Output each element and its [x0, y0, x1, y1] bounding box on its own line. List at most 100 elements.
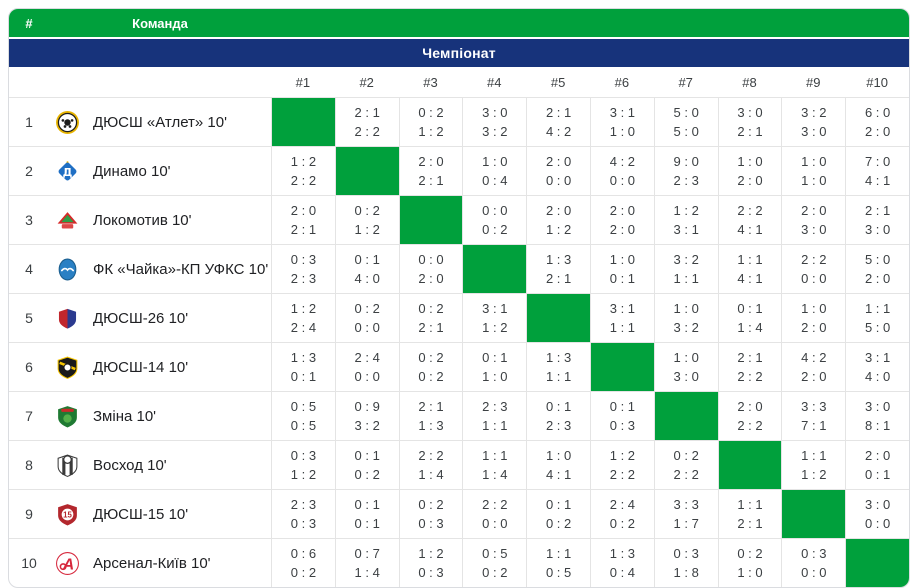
match-score-cell[interactable]: 1 : 0 0 : 1 [589, 245, 654, 293]
match-score-cell[interactable]: 0 : 1 0 : 2 [334, 441, 399, 489]
match-score-cell[interactable]: 2 : 1 3 : 0 [845, 196, 909, 244]
match-score-cell[interactable]: 2 : 2 0 : 0 [462, 490, 526, 538]
match-score-cell[interactable]: 1 : 0 4 : 1 [526, 441, 590, 489]
match-score-cell[interactable]: 2 : 2 0 : 0 [781, 245, 845, 293]
match-score-cell[interactable]: 3 : 0 2 : 1 [717, 98, 782, 146]
match-score-cell[interactable]: 2 : 1 1 : 3 [398, 392, 463, 440]
match-score-cell[interactable]: 2 : 1 2 : 2 [334, 98, 399, 146]
match-score-cell[interactable]: 1 : 2 0 : 3 [398, 539, 463, 587]
team-name[interactable]: Локомотив 10' [93, 211, 192, 229]
match-score-cell[interactable]: 0 : 2 0 : 2 [398, 343, 463, 391]
match-score-cell[interactable]: 1 : 0 0 : 4 [462, 147, 526, 195]
match-score-cell[interactable]: 1 : 2 2 : 2 [589, 441, 654, 489]
match-score-cell[interactable]: 6 : 0 2 : 0 [845, 98, 909, 146]
match-score-cell[interactable]: 0 : 2 1 : 2 [398, 98, 463, 146]
match-score-cell[interactable]: 1 : 0 2 : 0 [717, 147, 782, 195]
team-name[interactable]: Восход 10' [93, 456, 167, 474]
match-score-cell[interactable]: 0 : 2 1 : 2 [334, 196, 399, 244]
match-score-cell[interactable]: 0 : 2 0 : 0 [334, 294, 399, 342]
match-score-cell[interactable]: 0 : 0 2 : 0 [398, 245, 463, 293]
match-score-cell[interactable]: 3 : 1 1 : 1 [589, 294, 654, 342]
match-score-cell[interactable]: 3 : 1 1 : 0 [589, 98, 654, 146]
match-score-cell[interactable]: 1 : 0 3 : 2 [653, 294, 718, 342]
match-score-cell[interactable]: 3 : 3 7 : 1 [781, 392, 845, 440]
match-score-cell[interactable]: 3 : 0 8 : 1 [845, 392, 909, 440]
match-score-cell[interactable]: 2 : 0 1 : 2 [526, 196, 590, 244]
match-score-cell[interactable]: 2 : 3 1 : 1 [462, 392, 526, 440]
match-score-cell[interactable]: 2 : 2 4 : 1 [717, 196, 782, 244]
match-score-cell[interactable]: 2 : 0 3 : 0 [781, 196, 845, 244]
match-score-cell[interactable]: 3 : 3 1 : 7 [653, 490, 718, 538]
match-score-cell[interactable]: 0 : 6 0 : 2 [271, 539, 335, 587]
match-score-cell[interactable]: 0 : 2 2 : 1 [398, 294, 463, 342]
match-score-cell[interactable]: 1 : 1 0 : 5 [526, 539, 590, 587]
match-score-cell[interactable]: 0 : 3 0 : 0 [781, 539, 845, 587]
match-score-cell[interactable]: 2 : 4 0 : 2 [589, 490, 654, 538]
team-name[interactable]: Динамо 10' [93, 162, 171, 180]
match-score-cell[interactable]: 0 : 2 1 : 0 [717, 539, 782, 587]
match-score-cell[interactable]: 2 : 0 2 : 2 [717, 392, 782, 440]
match-score-cell[interactable]: 0 : 2 0 : 3 [398, 490, 463, 538]
match-score-cell[interactable]: 1 : 1 5 : 0 [845, 294, 909, 342]
match-score-cell[interactable]: 2 : 1 2 : 2 [717, 343, 782, 391]
match-score-cell[interactable]: 0 : 1 0 : 3 [589, 392, 654, 440]
match-score-cell[interactable]: 1 : 0 2 : 0 [781, 294, 845, 342]
match-score-cell[interactable]: 2 : 2 1 : 4 [398, 441, 463, 489]
match-score-cell[interactable]: 1 : 3 0 : 4 [589, 539, 654, 587]
match-score-cell[interactable]: 2 : 0 0 : 1 [845, 441, 909, 489]
match-score-cell[interactable]: 0 : 1 0 : 1 [334, 490, 399, 538]
match-score-cell[interactable]: 3 : 2 3 : 0 [781, 98, 845, 146]
match-score-cell[interactable]: 1 : 3 2 : 1 [526, 245, 590, 293]
team-name[interactable]: ДЮСШ-15 10' [93, 505, 189, 523]
match-score-cell[interactable]: 1 : 2 3 : 1 [653, 196, 718, 244]
team-name[interactable]: ДЮСШ-14 10' [93, 358, 189, 376]
match-score-cell[interactable]: 0 : 5 0 : 2 [462, 539, 526, 587]
match-score-cell[interactable]: 1 : 0 3 : 0 [653, 343, 718, 391]
match-score-cell[interactable]: 0 : 1 1 : 0 [462, 343, 526, 391]
match-score-cell[interactable]: 9 : 0 2 : 3 [653, 147, 718, 195]
match-score-cell[interactable]: 1 : 0 1 : 0 [781, 147, 845, 195]
match-score-cell[interactable]: 0 : 0 0 : 2 [462, 196, 526, 244]
match-score-cell[interactable]: 3 : 0 3 : 2 [462, 98, 526, 146]
match-score-cell[interactable]: 0 : 9 3 : 2 [334, 392, 399, 440]
team-name[interactable]: ДЮСШ-26 10' [93, 309, 189, 327]
match-score-cell[interactable]: 0 : 2 2 : 2 [653, 441, 718, 489]
match-score-cell[interactable]: 3 : 2 1 : 1 [653, 245, 718, 293]
match-score-cell[interactable]: 3 : 1 4 : 0 [845, 343, 909, 391]
match-score-cell[interactable]: 1 : 1 4 : 1 [717, 245, 782, 293]
match-score-cell[interactable]: 0 : 1 0 : 2 [526, 490, 590, 538]
match-score-cell[interactable]: 4 : 2 0 : 0 [589, 147, 654, 195]
match-score-cell[interactable]: 5 : 0 2 : 0 [845, 245, 909, 293]
match-score-cell[interactable]: 7 : 0 4 : 1 [845, 147, 909, 195]
match-score-cell[interactable]: 2 : 3 0 : 3 [271, 490, 335, 538]
match-score-cell[interactable]: 0 : 1 1 : 4 [717, 294, 782, 342]
team-name[interactable]: ДЮСШ «Атлет» 10' [93, 113, 227, 131]
match-score-cell[interactable]: 5 : 0 5 : 0 [653, 98, 718, 146]
match-score-cell[interactable]: 2 : 0 0 : 0 [526, 147, 590, 195]
match-score-cell[interactable]: 1 : 2 2 : 2 [271, 147, 335, 195]
match-score-cell[interactable]: 2 : 0 2 : 1 [271, 196, 335, 244]
team-name[interactable]: ФК «Чайка»-КП УФКС 10' [93, 260, 269, 278]
match-score-cell[interactable]: 1 : 1 1 : 4 [462, 441, 526, 489]
match-score-cell[interactable]: 1 : 1 2 : 1 [717, 490, 782, 538]
match-score-cell[interactable]: 0 : 3 1 : 8 [653, 539, 718, 587]
match-score-cell[interactable]: 2 : 1 4 : 2 [526, 98, 590, 146]
match-score-cell[interactable]: 3 : 1 1 : 2 [462, 294, 526, 342]
match-score-cell[interactable]: 1 : 1 1 : 2 [781, 441, 845, 489]
match-score-cell[interactable]: 2 : 4 0 : 0 [334, 343, 399, 391]
match-score-cell[interactable]: 0 : 1 4 : 0 [334, 245, 399, 293]
match-score-cell[interactable]: 2 : 0 2 : 0 [589, 196, 654, 244]
match-score-cell[interactable]: 0 : 1 2 : 3 [526, 392, 590, 440]
match-score-cell[interactable]: 1 : 2 2 : 4 [271, 294, 335, 342]
match-score-cell[interactable]: 0 : 3 2 : 3 [271, 245, 335, 293]
match-score-cell[interactable]: 0 : 7 1 : 4 [334, 539, 399, 587]
match-score-cell[interactable]: 0 : 3 1 : 2 [271, 441, 335, 489]
match-score-cell[interactable]: 1 : 3 0 : 1 [271, 343, 335, 391]
team-name[interactable]: Арсенал-Київ 10' [93, 554, 211, 572]
team-name[interactable]: Зміна 10' [93, 407, 157, 425]
match-score-cell[interactable]: 0 : 5 0 : 5 [271, 392, 335, 440]
match-score-cell[interactable]: 2 : 0 2 : 1 [398, 147, 463, 195]
match-score-cell[interactable]: 4 : 2 2 : 0 [781, 343, 845, 391]
match-score-cell[interactable]: 1 : 3 1 : 1 [526, 343, 590, 391]
match-score-cell[interactable]: 3 : 0 0 : 0 [845, 490, 909, 538]
